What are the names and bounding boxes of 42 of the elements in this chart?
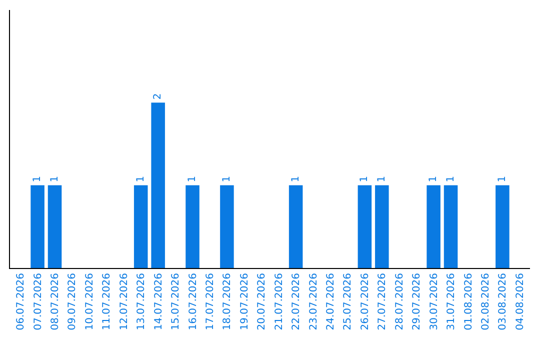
x-tick-label: 17.07.2026	[204, 273, 216, 330]
x-tick-label: 14.07.2026	[153, 273, 164, 330]
data-label: 2	[152, 93, 164, 100]
x-tick-label: 16.07.2026	[188, 273, 199, 330]
data-label: 1	[290, 176, 302, 182]
x-tick-label: 09.07.2026	[67, 273, 78, 330]
x-tick-label: 30.07.2026	[428, 273, 440, 330]
data-label: 1	[135, 176, 146, 182]
x-tick-label: 20.07.2026	[256, 273, 268, 330]
x-tick-label: 15.07.2026	[170, 273, 182, 330]
x-tick-label: 07.07.2026	[32, 273, 44, 330]
x-tick-label: 27.07.2026	[377, 273, 388, 330]
data-label: 1	[445, 176, 456, 182]
x-tick-label: 19.07.2026	[239, 273, 250, 330]
x-tick-label: 24.07.2026	[326, 273, 337, 330]
x-tick-label: 11.07.2026	[102, 273, 113, 330]
x-tick-label: 04.08.2026	[514, 273, 526, 330]
x-tick-label: 22.07.2026	[291, 273, 302, 330]
data-label: 1	[376, 176, 388, 182]
x-tick-label: 23.07.2026	[308, 273, 320, 330]
x-tick-label: 12.07.2026	[118, 273, 130, 330]
data-label: 1	[221, 176, 232, 182]
data-label: 1	[359, 176, 370, 182]
x-tick-label: 28.07.2026	[394, 273, 406, 330]
x-tick-label: 26.07.2026	[360, 273, 371, 330]
x-tick-label: 03.08.2026	[498, 273, 509, 330]
data-label: 1	[428, 176, 440, 182]
x-tick-label: 10.07.2026	[84, 273, 96, 330]
x-tick-label: 21.07.2026	[274, 273, 285, 330]
x-tick-label: 29.07.2026	[412, 273, 423, 330]
data-label: 1	[187, 176, 198, 182]
data-label: 1	[49, 176, 60, 182]
x-tick-label: 18.07.2026	[222, 273, 234, 330]
x-tick-label: 02.08.2026	[480, 273, 492, 330]
x-tick-label: 01.08.2026	[463, 273, 474, 330]
x-tick-label: 08.07.2026	[50, 273, 62, 330]
x-tick-label: 25.07.2026	[342, 273, 354, 330]
x-tick-label: 31.07.2026	[446, 273, 458, 330]
data-label: 1	[32, 176, 44, 182]
x-tick-label: 06.07.2026	[16, 273, 27, 330]
data-label: 1	[496, 176, 508, 182]
x-tick-label: 13.07.2026	[136, 273, 148, 330]
